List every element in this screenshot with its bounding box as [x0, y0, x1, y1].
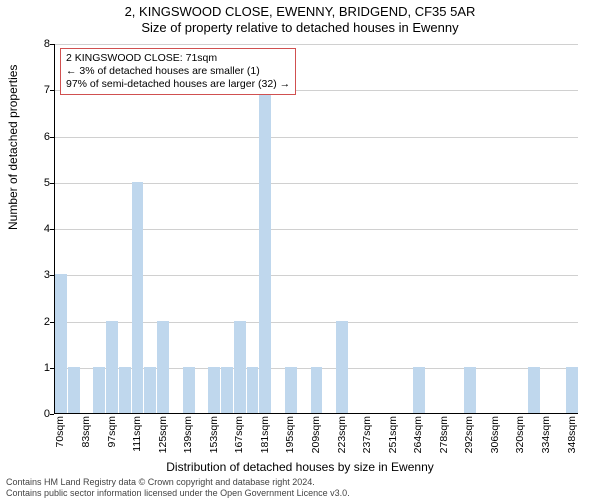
footer-line2: Contains public sector information licen…	[6, 488, 594, 498]
bar	[221, 367, 233, 413]
xtick-label: 125sqm	[157, 416, 169, 453]
bar	[336, 321, 348, 414]
ytick-label: 1	[30, 362, 50, 374]
ytick-label: 7	[30, 84, 50, 96]
title-main: 2, KINGSWOOD CLOSE, EWENNY, BRIDGEND, CF…	[0, 4, 600, 19]
bar	[144, 367, 156, 413]
xtick-label: 70sqm	[54, 416, 66, 448]
xtick-label: 320sqm	[514, 416, 526, 453]
y-axis-label: Number of detached properties	[6, 65, 20, 230]
annotation-box: 2 KINGSWOOD CLOSE: 71sqm ← 3% of detache…	[60, 48, 296, 95]
annotation-line3: 97% of semi-detached houses are larger (…	[66, 78, 290, 91]
ytick-mark	[50, 322, 54, 323]
bar	[106, 321, 118, 414]
xtick-label: 292sqm	[463, 416, 475, 453]
bar	[566, 367, 578, 413]
bar	[68, 367, 80, 413]
xtick-label: 139sqm	[182, 416, 194, 453]
bar	[234, 321, 246, 414]
xtick-label: 306sqm	[489, 416, 501, 453]
bar	[119, 367, 131, 413]
ytick-label: 8	[30, 38, 50, 50]
ytick-label: 5	[30, 177, 50, 189]
bar	[413, 367, 425, 413]
bar	[55, 274, 67, 413]
xtick-label: 264sqm	[412, 416, 424, 453]
xtick-label: 111sqm	[131, 416, 143, 452]
chart-plot-area	[54, 44, 578, 414]
bar	[183, 367, 195, 413]
gridline	[55, 44, 578, 45]
bar	[157, 321, 169, 414]
xtick-label: 195sqm	[284, 416, 296, 453]
bar	[132, 182, 144, 413]
xtick-label: 251sqm	[387, 416, 399, 453]
ytick-mark	[50, 368, 54, 369]
ytick-mark	[50, 90, 54, 91]
xtick-label: 153sqm	[208, 416, 220, 453]
bar	[464, 367, 476, 413]
ytick-label: 2	[30, 316, 50, 328]
ytick-label: 3	[30, 269, 50, 281]
bar	[93, 367, 105, 413]
x-axis-label: Distribution of detached houses by size …	[0, 460, 600, 474]
gridline	[55, 137, 578, 138]
ytick-mark	[50, 229, 54, 230]
xtick-label: 181sqm	[259, 416, 271, 453]
annotation-line2: ← 3% of detached houses are smaller (1)	[66, 65, 290, 78]
xtick-label: 334sqm	[540, 416, 552, 453]
ytick-label: 4	[30, 223, 50, 235]
ytick-label: 0	[30, 408, 50, 420]
xtick-label: 83sqm	[80, 416, 92, 448]
title-sub: Size of property relative to detached ho…	[0, 20, 600, 35]
bar	[528, 367, 540, 413]
ytick-label: 6	[30, 131, 50, 143]
bar	[285, 367, 297, 413]
bar	[208, 367, 220, 413]
bar	[311, 367, 323, 413]
ytick-mark	[50, 275, 54, 276]
xtick-label: 223sqm	[336, 416, 348, 453]
ytick-mark	[50, 44, 54, 45]
annotation-line1: 2 KINGSWOOD CLOSE: 71sqm	[66, 52, 290, 65]
footer: Contains HM Land Registry data © Crown c…	[6, 477, 594, 498]
bar	[247, 367, 259, 413]
chart-titles: 2, KINGSWOOD CLOSE, EWENNY, BRIDGEND, CF…	[0, 0, 600, 35]
bar	[259, 89, 271, 413]
xtick-label: 167sqm	[233, 416, 245, 453]
xtick-label: 278sqm	[438, 416, 450, 453]
xtick-label: 97sqm	[106, 416, 118, 448]
xtick-label: 209sqm	[310, 416, 322, 453]
xtick-label: 348sqm	[566, 416, 578, 453]
ytick-mark	[50, 137, 54, 138]
ytick-mark	[50, 183, 54, 184]
footer-line1: Contains HM Land Registry data © Crown c…	[6, 477, 594, 487]
xtick-label: 237sqm	[361, 416, 373, 453]
